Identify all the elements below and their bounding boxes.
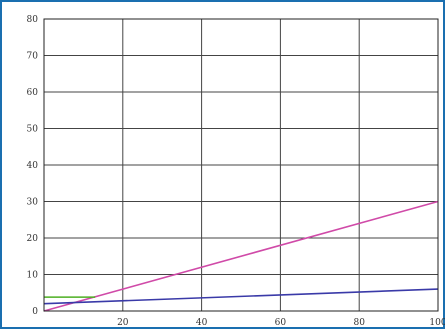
series-group (43, 200, 439, 312)
y-tick-label: 30 (27, 198, 39, 208)
x-tick-label: 100 (429, 318, 445, 328)
x-tick-label: 60 (275, 318, 287, 328)
y-tick-label: 10 (27, 271, 39, 281)
series-line-1 (43, 200, 439, 312)
y-tick-label: 80 (27, 15, 39, 25)
y-tick-label: 20 (27, 234, 39, 244)
y-tick-label: 60 (27, 88, 39, 98)
y-tick-label: 70 (27, 52, 39, 62)
x-tick-label: 80 (353, 318, 365, 328)
y-tick-label: 40 (27, 161, 39, 171)
y-axis-ticks: 0 10 20 30 40 50 60 70 80 (27, 15, 39, 317)
grid (44, 19, 438, 311)
x-axis-ticks: 20 40 60 80 100 (117, 318, 445, 328)
y-tick-label: 50 (27, 125, 39, 135)
plot-border (43, 18, 439, 312)
x-tick-label: 40 (196, 318, 208, 328)
x-tick-label: 20 (117, 318, 129, 328)
series-line-2 (43, 288, 439, 305)
y-tick-label: 0 (32, 307, 38, 317)
